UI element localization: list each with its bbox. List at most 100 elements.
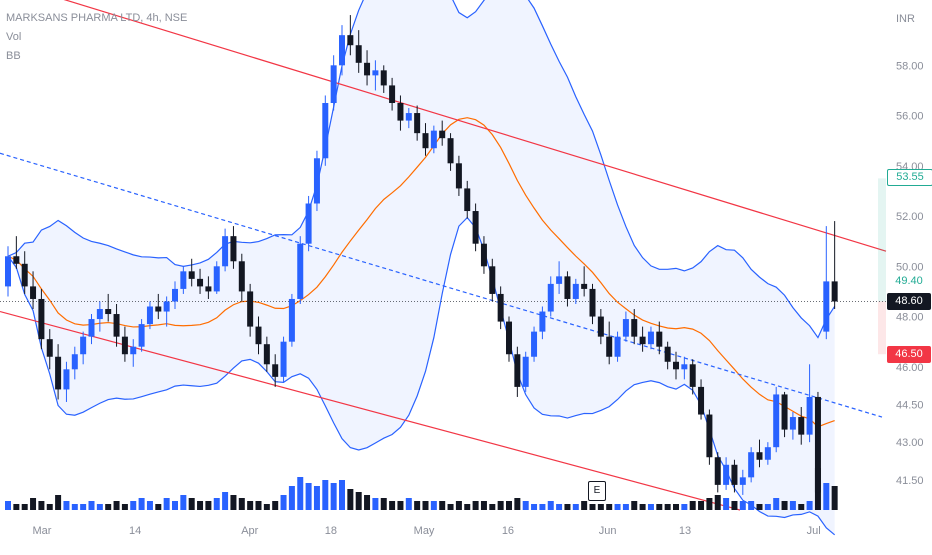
- candle-body[interactable]: [564, 276, 571, 299]
- candle-body[interactable]: [347, 35, 354, 46]
- candle-body[interactable]: [121, 336, 128, 355]
- candle-body[interactable]: [180, 271, 187, 289]
- candle-body[interactable]: [113, 314, 120, 337]
- candle-body[interactable]: [789, 417, 796, 430]
- candle-body[interactable]: [798, 417, 805, 435]
- candle-body[interactable]: [330, 65, 337, 104]
- candle-body[interactable]: [664, 346, 671, 362]
- candle-body[interactable]: [414, 113, 421, 134]
- candle-body[interactable]: [163, 301, 170, 312]
- candle-body[interactable]: [247, 291, 254, 327]
- candle-body[interactable]: [339, 35, 345, 66]
- candle-body[interactable]: [764, 447, 771, 460]
- candle-body[interactable]: [673, 361, 679, 370]
- candle-body[interactable]: [322, 103, 329, 159]
- candle-body[interactable]: [422, 133, 429, 149]
- candle-body[interactable]: [38, 298, 45, 340]
- volume-indicator-label[interactable]: Vol: [6, 31, 22, 43]
- candle-body[interactable]: [297, 243, 304, 299]
- candle-body[interactable]: [714, 457, 721, 485]
- candle-body[interactable]: [739, 477, 746, 485]
- candle-body[interactable]: [689, 364, 696, 387]
- candle-body[interactable]: [197, 278, 204, 287]
- candle-body[interactable]: [255, 326, 262, 345]
- candle-body[interactable]: [238, 261, 245, 292]
- candle-body[interactable]: [455, 163, 462, 189]
- candle-body[interactable]: [514, 354, 521, 387]
- candle-body[interactable]: [631, 319, 638, 337]
- candle-body[interactable]: [622, 319, 629, 337]
- candle-body[interactable]: [472, 211, 479, 244]
- candle-body[interactable]: [806, 396, 813, 435]
- candle-body[interactable]: [547, 283, 554, 312]
- candle-body[interactable]: [372, 70, 379, 76]
- candle-body[interactable]: [21, 263, 28, 287]
- candle-body[interactable]: [756, 452, 763, 460]
- candle-body[interactable]: [614, 336, 621, 357]
- candle-body[interactable]: [138, 324, 145, 347]
- candle-body[interactable]: [681, 364, 688, 370]
- candle-body[interactable]: [46, 339, 53, 357]
- candle-body[interactable]: [606, 336, 613, 357]
- candle-body[interactable]: [430, 130, 437, 149]
- candle-body[interactable]: [597, 316, 604, 337]
- candle-body[interactable]: [572, 283, 579, 299]
- candle-body[interactable]: [105, 309, 112, 315]
- candle-body[interactable]: [397, 103, 404, 121]
- candle-body[interactable]: [773, 394, 780, 448]
- candle-body[interactable]: [723, 464, 730, 485]
- candle-body[interactable]: [831, 281, 838, 302]
- candle-body[interactable]: [731, 464, 738, 485]
- candle-body[interactable]: [146, 306, 153, 325]
- candle-body[interactable]: [706, 414, 713, 458]
- candle-body[interactable]: [172, 288, 178, 302]
- candle-body[interactable]: [96, 309, 103, 320]
- candle-body[interactable]: [589, 288, 596, 317]
- candle-body[interactable]: [581, 283, 588, 289]
- candle-body[interactable]: [814, 396, 821, 493]
- earnings-event-marker[interactable]: E: [588, 481, 606, 501]
- symbol-title[interactable]: MARKSANS PHARMA LTD, 4h, NSE: [6, 12, 188, 24]
- candle-body[interactable]: [355, 45, 362, 63]
- candle-body[interactable]: [5, 256, 11, 287]
- candle-body[interactable]: [130, 346, 137, 355]
- candle-body[interactable]: [556, 276, 563, 284]
- candle-body[interactable]: [280, 341, 287, 377]
- candle-body[interactable]: [447, 138, 454, 164]
- candle-body[interactable]: [506, 321, 512, 355]
- candle-body[interactable]: [155, 306, 162, 312]
- candle-body[interactable]: [639, 336, 646, 345]
- candle-body[interactable]: [71, 354, 78, 370]
- channel-upper-line[interactable]: [0, 0, 887, 252]
- candle-body[interactable]: [405, 113, 412, 121]
- candle-body[interactable]: [748, 452, 755, 478]
- candle-body[interactable]: [222, 236, 229, 267]
- candle-body[interactable]: [781, 394, 788, 430]
- candle-body[interactable]: [647, 331, 654, 345]
- candle-body[interactable]: [80, 336, 87, 355]
- candle-body[interactable]: [497, 293, 504, 322]
- candle-body[interactable]: [539, 311, 546, 332]
- candle-body[interactable]: [489, 266, 496, 294]
- candle-body[interactable]: [288, 298, 295, 342]
- candle-body[interactable]: [205, 286, 212, 292]
- bollinger-indicator-label[interactable]: BB: [6, 50, 21, 62]
- candle-body[interactable]: [522, 356, 529, 387]
- candle-body[interactable]: [531, 331, 538, 357]
- candle-body[interactable]: [313, 158, 320, 204]
- candle-body[interactable]: [389, 85, 396, 104]
- candle-body[interactable]: [213, 266, 220, 292]
- candle-body[interactable]: [380, 70, 387, 86]
- candle-body[interactable]: [272, 364, 279, 377]
- candle-body[interactable]: [464, 188, 471, 212]
- candle-body[interactable]: [698, 386, 705, 415]
- candle-body[interactable]: [439, 130, 446, 139]
- candle-body[interactable]: [30, 286, 37, 299]
- candle-body[interactable]: [188, 271, 195, 279]
- candle-body[interactable]: [305, 203, 312, 244]
- candle-body[interactable]: [230, 236, 237, 262]
- candle-body[interactable]: [823, 281, 830, 332]
- candle-body[interactable]: [656, 331, 663, 347]
